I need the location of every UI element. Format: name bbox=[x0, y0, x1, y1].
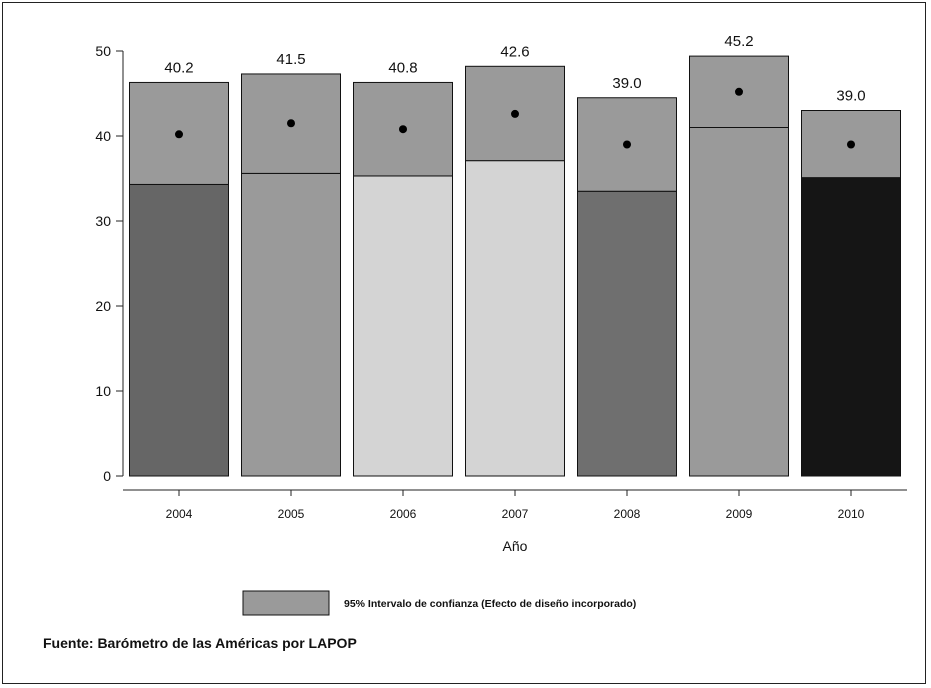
legend-label: 95% Intervalo de confianza (Efecto de di… bbox=[344, 598, 636, 610]
x-tick-label-2009: 2009 bbox=[726, 507, 753, 521]
bar-2005 bbox=[241, 172, 341, 477]
x-tick-label-2006: 2006 bbox=[390, 507, 417, 521]
y-axis: 0 10 20 30 40 50 bbox=[95, 43, 124, 484]
value-label-2010: 39.0 bbox=[836, 88, 865, 105]
y-tick-label: 10 bbox=[95, 383, 111, 399]
legend-swatch bbox=[242, 590, 330, 616]
bar-2008 bbox=[577, 190, 677, 477]
point-estimate-2009 bbox=[735, 87, 743, 96]
x-tick-label-2007: 2007 bbox=[502, 507, 529, 521]
point-estimate-2005 bbox=[287, 119, 295, 128]
legend: 95% Intervalo de confianza (Efecto de di… bbox=[242, 590, 636, 616]
y-tick-label: 20 bbox=[95, 298, 111, 314]
point-estimate-2008 bbox=[623, 140, 631, 149]
x-tick-label-2005: 2005 bbox=[278, 507, 305, 521]
y-tick-label: 40 bbox=[95, 128, 111, 144]
point-estimate-2010 bbox=[847, 140, 855, 149]
y-tick-label: 50 bbox=[95, 43, 111, 59]
point-estimate-2004 bbox=[175, 130, 183, 139]
x-axis-title: Año bbox=[503, 538, 528, 554]
x-tick-label-2010: 2010 bbox=[838, 507, 865, 521]
y-tick-label: 0 bbox=[103, 468, 111, 484]
value-label-2004: 40.2 bbox=[164, 59, 193, 76]
value-label-2005: 41.5 bbox=[276, 51, 305, 68]
bar-2009 bbox=[689, 127, 789, 477]
x-tick-label-2004: 2004 bbox=[166, 507, 193, 521]
value-label-2009: 45.2 bbox=[724, 33, 753, 50]
x-tick-label-2008: 2008 bbox=[614, 507, 641, 521]
value-label-2006: 40.8 bbox=[388, 59, 417, 76]
bar-2010 bbox=[801, 177, 901, 477]
y-tick-label: 30 bbox=[95, 213, 111, 229]
x-axis: 2004 2005 2006 2007 2008 2009 2010 bbox=[123, 489, 907, 521]
point-estimate-2006 bbox=[399, 125, 407, 134]
value-label-2008: 39.0 bbox=[612, 75, 641, 92]
bar-2004 bbox=[129, 183, 229, 477]
bar-2006 bbox=[353, 175, 453, 477]
bar-2007 bbox=[465, 160, 565, 477]
point-estimate-2007 bbox=[511, 109, 519, 118]
bar-chart: 0 10 20 30 40 50 2004 2005 2006 2007 2008 2009 2010… bbox=[95, 33, 907, 616]
source-note: Fuente: Barómetro de las Américas por LA… bbox=[43, 635, 357, 651]
bars-group: 40.2 41.5 40.8 42.6 39.0 45.2 39.0 bbox=[129, 33, 901, 477]
value-label-2007: 42.6 bbox=[500, 43, 529, 60]
